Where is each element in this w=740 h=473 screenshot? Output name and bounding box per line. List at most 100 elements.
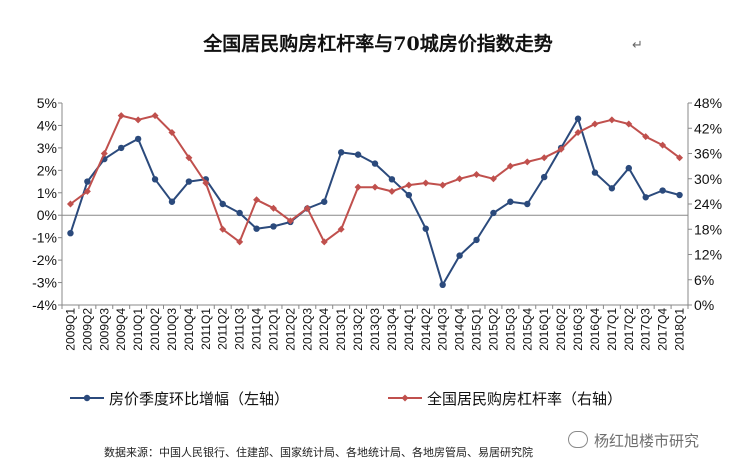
x-tick-label: 2012Q3: [300, 308, 314, 351]
right-axis-ticks: 0% 6% 12% 18% 24% 30% 36% 42% 48%: [688, 95, 722, 313]
data-point-leverage: [388, 187, 396, 195]
legend-label-leverage: 全国居民购房杠杆率（右轴）: [427, 390, 622, 408]
series-layer: [66, 112, 684, 288]
x-tick-label: 2014Q2: [419, 308, 433, 351]
data-point-price-change: [507, 198, 514, 205]
data-point-leverage: [456, 175, 464, 183]
x-tick-label: 2012Q2: [283, 308, 297, 351]
plot-axes: [61, 103, 689, 306]
data-point-leverage: [219, 225, 227, 233]
data-point-leverage: [100, 150, 108, 157]
data-point-leverage: [676, 154, 684, 162]
x-tick-label: 2010Q3: [165, 308, 179, 351]
data-point-leverage: [371, 183, 379, 191]
data-point-leverage: [253, 196, 261, 204]
data-point-price-change: [473, 236, 480, 244]
data-point-price-change: [524, 200, 531, 208]
x-tick-label: 2014Q1: [402, 308, 416, 351]
x-tick-label: 2018Q1: [673, 308, 687, 351]
left-tick-label: -3%: [32, 275, 57, 291]
data-point-leverage: [540, 154, 548, 162]
x-tick-label: 2017Q3: [639, 308, 653, 351]
data-point-price-change: [540, 173, 548, 181]
data-point-price-change: [591, 169, 599, 176]
data-point-price-change: [118, 144, 125, 152]
legend-marker-leverage: [401, 394, 409, 402]
chart-title-mark: ↵: [632, 38, 643, 53]
x-tick-label: 2009Q1: [63, 308, 77, 351]
right-tick-label: 42%: [694, 120, 722, 136]
x-tick-label: 2009Q2: [80, 308, 94, 351]
left-tick-label: -4%: [32, 297, 57, 313]
x-tick-label: 2012Q1: [266, 308, 280, 351]
data-point-leverage: [202, 179, 210, 187]
right-tick-label: 6%: [694, 272, 714, 288]
right-tick-label: 30%: [694, 171, 722, 187]
data-point-price-change: [219, 200, 226, 208]
x-tick-label: 2009Q4: [114, 308, 128, 351]
data-point-leverage: [185, 154, 193, 162]
data-point-leverage: [117, 112, 125, 120]
x-tick-label: 2011Q3: [233, 308, 247, 350]
data-point-leverage: [269, 204, 277, 212]
legend-marker-price-change: [83, 394, 91, 402]
x-tick-label: 2017Q2: [622, 308, 636, 351]
data-point-leverage: [591, 120, 599, 128]
data-point-leverage: [439, 181, 447, 189]
series-price-change: [67, 115, 683, 288]
legend-label-price-change: 房价季度环比增幅（左轴）: [109, 390, 289, 408]
data-point-price-change: [134, 135, 142, 143]
left-tick-label: -1%: [32, 230, 57, 246]
data-point-price-change: [253, 225, 260, 232]
left-tick-label: 0%: [37, 207, 57, 223]
data-point-price-change: [321, 198, 328, 205]
data-point-leverage: [405, 181, 413, 189]
data-point-price-change: [388, 176, 396, 183]
x-tick-label: 2016Q4: [588, 308, 602, 351]
data-point-price-change: [456, 252, 463, 259]
x-tick-label: 2015Q3: [503, 308, 517, 351]
data-point-leverage: [337, 225, 345, 233]
data-point-price-change: [168, 198, 176, 205]
watermark: 杨红旭楼市研究: [568, 430, 699, 451]
data-point-leverage: [320, 238, 328, 246]
left-axis-ticks: -4% -3% -2% -1% 0% 1% 2% 3% 4% 5%: [32, 95, 62, 313]
data-point-leverage: [286, 217, 294, 225]
right-tick-label: 0%: [694, 297, 714, 313]
data-point-price-change: [151, 176, 159, 183]
data-point-price-change: [371, 160, 379, 167]
data-point-price-change: [337, 149, 345, 156]
series-line-leverage: [69, 114, 681, 243]
right-tick-label: 36%: [694, 146, 722, 162]
x-axis-ticks: 2009Q1 2009Q2 2009Q3 2009Q4 2010Q1 2010Q2 2010…: [61, 305, 689, 351]
data-point-price-change: [422, 225, 429, 232]
data-point-price-change: [67, 229, 74, 237]
data-point-leverage: [608, 116, 616, 124]
x-tick-label: 2016Q1: [537, 308, 551, 351]
x-tick-label: 2009Q3: [97, 308, 111, 351]
x-tick-label: 2016Q3: [571, 308, 585, 351]
left-tick-label: 2%: [37, 162, 57, 178]
x-tick-label: 2013Q3: [368, 308, 382, 351]
x-tick-label: 2014Q3: [436, 308, 450, 351]
legend: 房价季度环比增幅（左轴） 全国居民购房杠杆率（右轴）: [70, 390, 622, 408]
data-point-leverage: [506, 162, 514, 170]
x-tick-label: 2015Q2: [486, 308, 500, 351]
data-point-leverage: [574, 128, 582, 136]
watermark-text: 杨红旭楼市研究: [594, 432, 700, 450]
x-tick-label: 2010Q4: [182, 308, 196, 351]
data-source-note: 数据来源：中国人民银行、住建部、国家统计局、各地统计局、各地房管局、易居研究院: [104, 446, 533, 459]
x-tick-label: 2011Q2: [216, 308, 230, 350]
data-point-leverage: [625, 120, 633, 128]
data-point-price-change: [625, 164, 632, 172]
data-point-leverage: [489, 175, 497, 183]
data-point-price-change: [405, 191, 413, 199]
series-leverage: [66, 112, 684, 246]
legend-item-leverage: 全国居民购房杠杆率（右轴）: [388, 390, 622, 408]
right-tick-label: 24%: [694, 196, 722, 212]
data-point-leverage: [557, 145, 565, 153]
legend-item-price-change: 房价季度环比增幅（左轴）: [70, 390, 289, 408]
x-tick-label: 2013Q2: [351, 308, 365, 351]
data-point-price-change: [490, 209, 497, 217]
